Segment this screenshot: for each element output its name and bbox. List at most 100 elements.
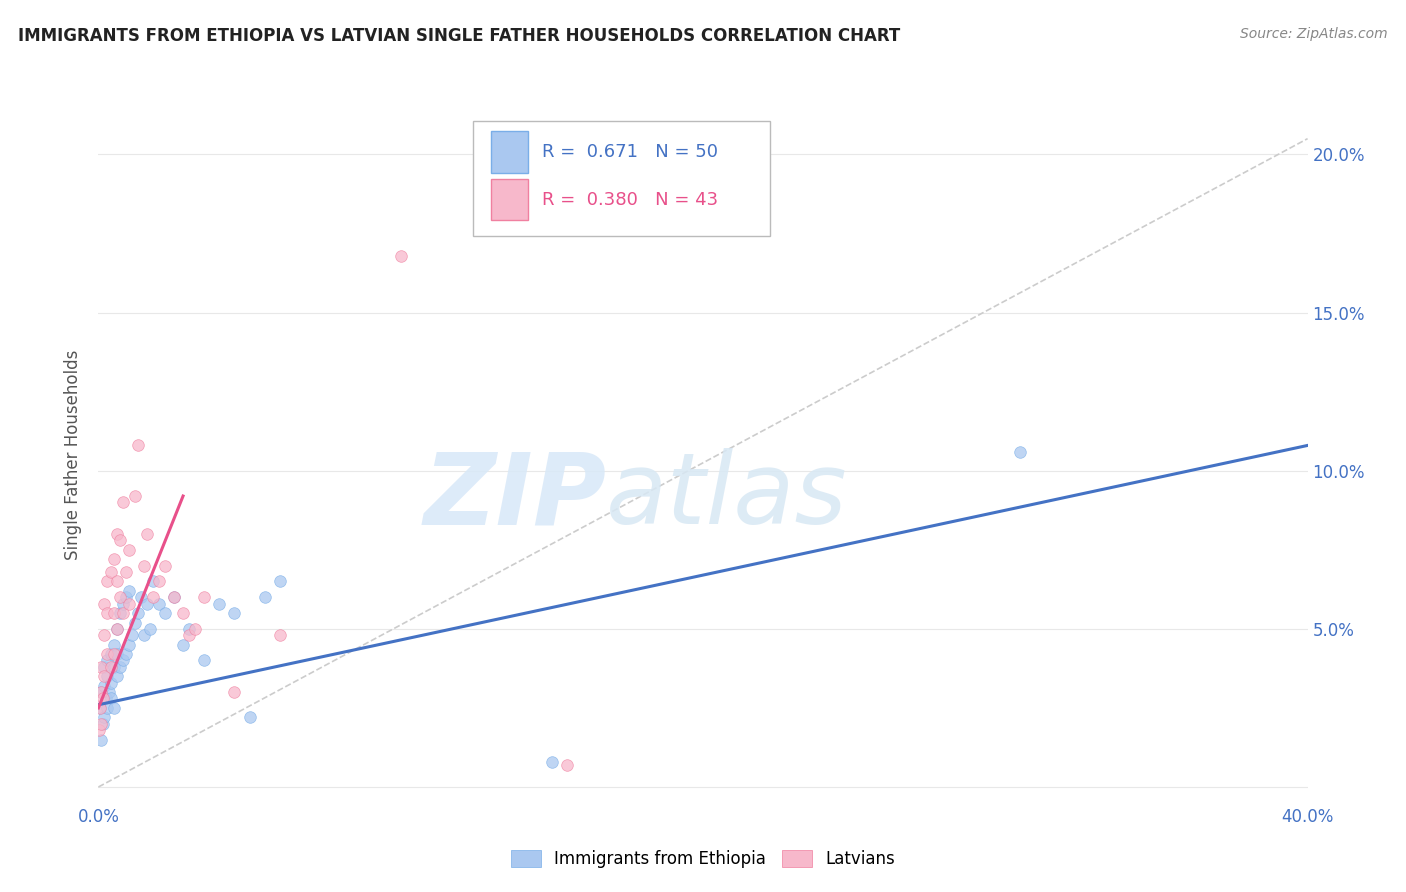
Point (105, 622, 128, 636)
FancyBboxPatch shape (474, 121, 769, 235)
Point (108, 591, 131, 605)
Point (179, 622, 201, 636)
Point (108, 606, 131, 620)
Point (103, 647, 125, 661)
Point (111, 495, 134, 509)
Point (269, 628, 291, 642)
Point (135, 597, 157, 611)
Point (100, 691, 122, 706)
Point (135, 527, 157, 541)
Point (253, 591, 276, 605)
Point (103, 701, 125, 715)
Point (184, 622, 207, 636)
Point (98, 685, 121, 699)
Point (172, 606, 194, 620)
Point (153, 558, 176, 573)
Point (93, 660, 115, 674)
Legend: Immigrants from Ethiopia, Latvians: Immigrants from Ethiopia, Latvians (503, 843, 903, 875)
Point (172, 638, 194, 652)
Point (91, 716, 114, 731)
Point (118, 542, 141, 557)
Point (103, 552, 125, 566)
Point (269, 574, 291, 589)
Point (89, 701, 111, 715)
Point (163, 591, 186, 605)
Point (129, 591, 152, 605)
Text: ZIP: ZIP (423, 448, 606, 545)
Point (148, 574, 170, 589)
Point (111, 606, 134, 620)
Point (114, 647, 136, 661)
Text: R =  0.671   N = 50: R = 0.671 N = 50 (543, 144, 718, 161)
Point (90, 660, 112, 674)
Point (96, 669, 118, 683)
Bar (492, 178, 527, 220)
Point (118, 638, 141, 652)
Point (193, 591, 215, 605)
Point (100, 675, 122, 690)
Point (208, 597, 231, 611)
Text: atlas: atlas (606, 448, 848, 545)
Point (103, 638, 125, 652)
Point (91, 691, 114, 706)
Point (108, 533, 131, 548)
Point (103, 606, 125, 620)
Point (90, 732, 112, 747)
Point (132, 628, 155, 642)
Point (114, 591, 136, 605)
Point (124, 489, 146, 503)
Point (93, 597, 115, 611)
Point (389, 249, 412, 263)
Point (121, 628, 143, 642)
Point (90, 685, 112, 699)
Point (132, 558, 155, 573)
Point (93, 628, 115, 642)
Point (111, 653, 134, 667)
Text: Source: ZipAtlas.com: Source: ZipAtlas.com (1240, 27, 1388, 41)
Point (540, 755, 562, 769)
Point (96, 653, 118, 667)
Point (96, 701, 118, 715)
Point (163, 591, 186, 605)
Point (105, 647, 128, 661)
Point (142, 574, 165, 589)
Point (139, 622, 162, 636)
Point (555, 757, 578, 772)
Point (114, 565, 136, 579)
Point (118, 583, 141, 598)
Point (105, 527, 128, 541)
Point (193, 653, 215, 667)
Point (90, 685, 112, 699)
Point (1010, 444, 1032, 458)
Text: IMMIGRANTS FROM ETHIOPIA VS LATVIAN SINGLE FATHER HOUSEHOLDS CORRELATION CHART: IMMIGRANTS FROM ETHIOPIA VS LATVIAN SING… (18, 27, 900, 45)
Y-axis label: Single Father Households: Single Father Households (65, 350, 83, 560)
Point (100, 660, 122, 674)
Bar (492, 131, 527, 173)
Point (105, 574, 128, 589)
Point (100, 565, 122, 579)
Point (105, 622, 128, 636)
Point (118, 597, 141, 611)
Point (239, 710, 262, 724)
Point (96, 574, 118, 589)
Point (108, 660, 131, 674)
Point (89, 723, 111, 737)
Point (179, 628, 201, 642)
Text: R =  0.380   N = 43: R = 0.380 N = 43 (543, 191, 718, 209)
Point (111, 597, 134, 611)
Point (90, 716, 112, 731)
Point (89, 701, 111, 715)
Point (127, 606, 149, 620)
Point (103, 660, 125, 674)
Point (142, 591, 165, 605)
Point (96, 606, 118, 620)
Point (94, 691, 117, 706)
Point (105, 669, 128, 683)
Point (93, 710, 115, 724)
Point (127, 438, 149, 452)
Point (96, 647, 118, 661)
Point (153, 606, 176, 620)
Point (93, 679, 115, 693)
Point (224, 606, 246, 620)
Point (93, 669, 115, 683)
